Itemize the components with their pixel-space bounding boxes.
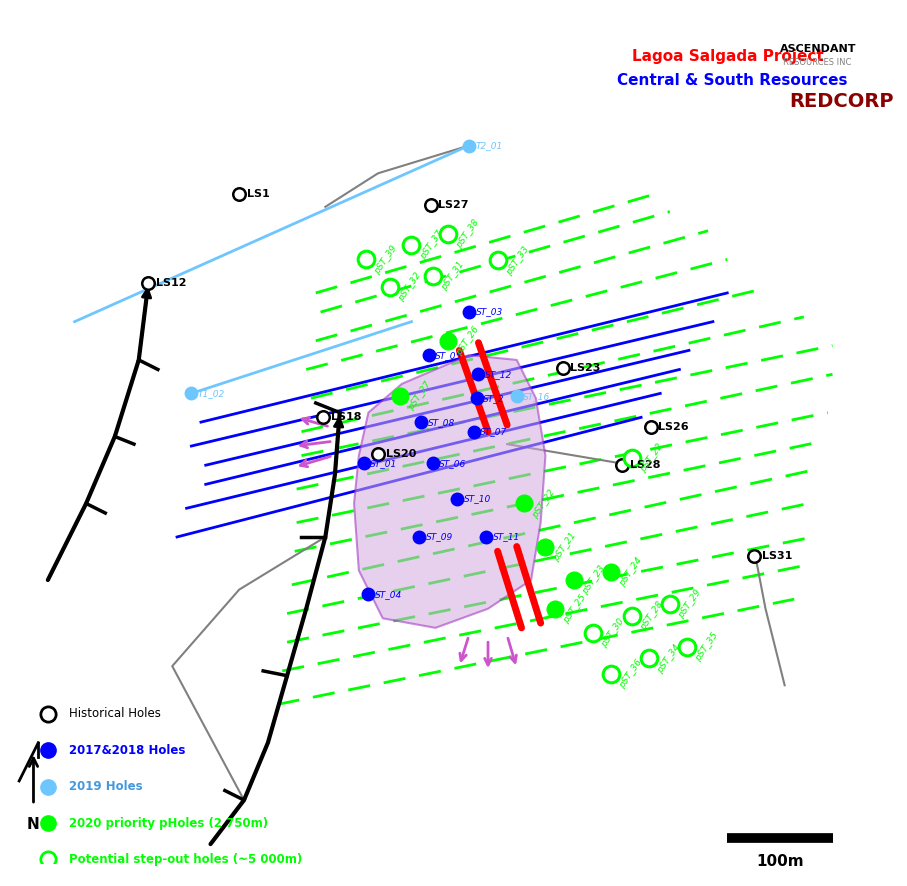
Text: pST_28: pST_28 (639, 601, 665, 633)
Text: REDCORP: REDCORP (789, 92, 894, 111)
Text: pST_26: pST_26 (454, 324, 481, 357)
Text: pST_38: pST_38 (454, 218, 481, 250)
Text: pST_27: pST_27 (406, 380, 433, 412)
Text: LS20: LS20 (385, 448, 416, 459)
Text: Lagoa Salgada Project: Lagoa Salgada Project (631, 49, 824, 64)
Text: ST_03: ST_03 (475, 307, 502, 316)
Text: 2017&2018 Holes: 2017&2018 Holes (69, 744, 185, 757)
Polygon shape (354, 355, 545, 628)
Text: 100m: 100m (756, 854, 804, 868)
Text: Potential step-out holes (~5 000m): Potential step-out holes (~5 000m) (69, 853, 302, 866)
Text: pST_37: pST_37 (418, 229, 444, 261)
Text: LS23: LS23 (571, 362, 600, 373)
Text: pST_32: pST_32 (397, 271, 424, 303)
Text: ST_16: ST_16 (523, 392, 551, 400)
Text: LS31: LS31 (762, 551, 792, 561)
Text: ST_09: ST_09 (425, 532, 454, 541)
Text: N: N (27, 817, 40, 832)
Text: LS28: LS28 (629, 460, 660, 470)
Text: pST_23: pST_23 (580, 563, 607, 596)
Text: ST_06: ST_06 (439, 459, 466, 468)
Text: pST_25: pST_25 (561, 593, 588, 625)
Text: pST_36: pST_36 (617, 657, 643, 690)
Text: LS26: LS26 (658, 422, 689, 431)
Text: pST_22: pST_22 (639, 441, 665, 474)
Text: ASCENDANT: ASCENDANT (780, 44, 856, 54)
Text: ST_01: ST_01 (370, 459, 397, 468)
Text: pST_24: pST_24 (617, 556, 643, 588)
Text: pST_29: pST_29 (677, 587, 703, 620)
Text: pST_21: pST_21 (552, 531, 579, 563)
Text: Central & South Resources: Central & South Resources (617, 73, 848, 88)
Text: pST_33: pST_33 (504, 245, 531, 276)
Text: T2_01: T2_01 (475, 141, 502, 150)
Text: pST_22: pST_22 (532, 487, 558, 519)
Text: 2020 priority pHoles (2 750m): 2020 priority pHoles (2 750m) (69, 817, 268, 829)
Text: pST_31: pST_31 (439, 260, 465, 291)
Text: ST_04: ST_04 (375, 590, 403, 599)
Text: ST_11: ST_11 (493, 532, 520, 541)
Text: T1_02: T1_02 (198, 389, 225, 398)
Text: ST_07: ST_07 (481, 427, 508, 436)
Text: ST_2: ST_2 (483, 393, 504, 403)
Text: LS27: LS27 (438, 200, 469, 210)
Text: ST_12: ST_12 (485, 369, 512, 379)
Text: RESOURCES INC: RESOURCES INC (783, 58, 851, 66)
Text: pST_35: pST_35 (694, 631, 720, 663)
Text: pST_30: pST_30 (600, 617, 626, 649)
Text: LS1: LS1 (247, 190, 269, 199)
Text: 2019 Holes: 2019 Holes (69, 781, 142, 793)
Text: ST_05: ST_05 (435, 351, 463, 360)
Text: pST_39: pST_39 (372, 244, 398, 276)
Text: LS18: LS18 (331, 412, 362, 423)
Text: LS12: LS12 (156, 278, 187, 288)
Text: Historical Holes: Historical Holes (69, 708, 161, 720)
Text: pST_34: pST_34 (656, 642, 682, 674)
Text: ST_10: ST_10 (464, 494, 492, 503)
Text: ST_08: ST_08 (428, 417, 455, 427)
